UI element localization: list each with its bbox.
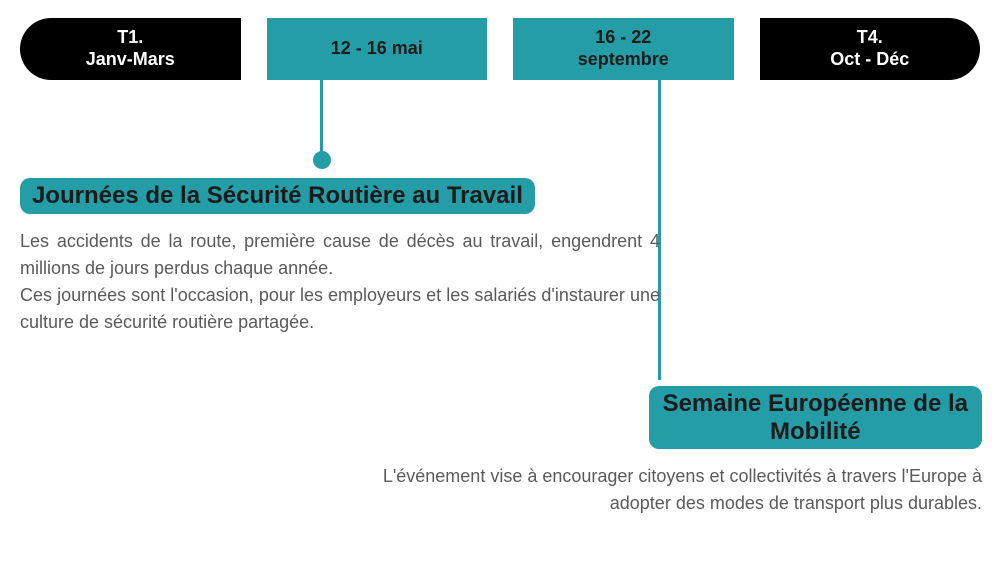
timeline-box-line2: septembre bbox=[578, 49, 669, 71]
callout-title: Journées de la Sécurité Routière au Trav… bbox=[20, 178, 535, 214]
timeline-box-q1: T1. Janv-Mars bbox=[20, 18, 241, 80]
timeline-box-line1: 12 - 16 mai bbox=[331, 38, 423, 60]
connector-dot-icon bbox=[313, 151, 331, 169]
connector-may bbox=[320, 80, 323, 160]
callout-title: Semaine Européenne de laMobilité bbox=[649, 386, 982, 449]
timeline-box-line1: 16 - 22 bbox=[595, 27, 651, 49]
timeline-box-sept: 16 - 22 septembre bbox=[513, 18, 734, 80]
timeline-box-line1: T1. bbox=[117, 27, 143, 49]
callout-mobility-week: Semaine Européenne de laMobilité L'événe… bbox=[352, 386, 982, 517]
timeline-box-line1: T4. bbox=[857, 27, 883, 49]
callout-road-safety: Journées de la Sécurité Routière au Trav… bbox=[20, 178, 660, 336]
timeline-box-line2: Oct - Déc bbox=[830, 49, 909, 71]
timeline-box-line2: Janv-Mars bbox=[86, 49, 175, 71]
timeline-box-may: 12 - 16 mai bbox=[267, 18, 488, 80]
timeline-box-q4: T4. Oct - Déc bbox=[760, 18, 981, 80]
timeline: T1. Janv-Mars 12 - 16 mai 16 - 22 septem… bbox=[0, 0, 1000, 80]
callout-body: L'événement vise à encourager citoyens e… bbox=[352, 463, 982, 517]
callout-body: Les accidents de la route, première caus… bbox=[20, 228, 660, 336]
